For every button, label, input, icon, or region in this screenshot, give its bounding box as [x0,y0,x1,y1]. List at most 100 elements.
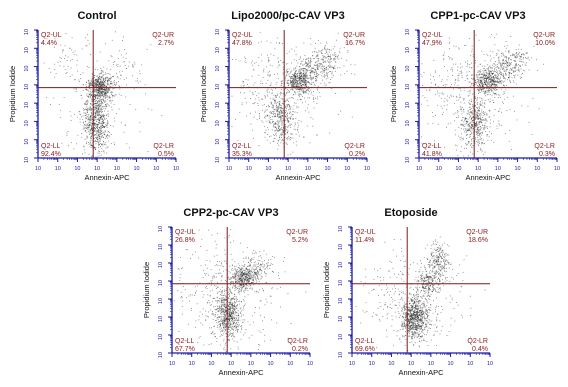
data-point [279,136,280,137]
data-point [339,51,340,52]
data-point [496,94,497,95]
data-point [326,43,327,44]
y-tick-label: 10 [215,66,221,72]
data-point [313,98,314,99]
data-point [480,117,481,118]
data-point [503,82,504,83]
data-point [471,143,472,144]
data-point [299,78,300,79]
data-point [478,127,479,128]
data-point [479,122,480,123]
data-point [479,81,480,82]
data-point [497,89,498,90]
data-point [257,119,258,120]
quadrant-ll-label: Q2-LL [232,143,252,150]
data-point [288,126,289,127]
data-point [108,123,109,124]
data-point [96,100,97,101]
data-point [501,83,502,84]
data-point [86,86,87,87]
data-point [119,85,120,86]
data-point [282,132,283,133]
data-point [488,86,489,87]
data-point [493,76,494,77]
data-point [463,122,464,123]
data-point [421,136,422,137]
data-point [121,55,122,56]
data-point [245,58,246,59]
data-point [270,74,271,75]
data-point [304,72,305,73]
data-point [278,125,279,126]
data-point [482,66,483,67]
data-point [482,100,483,101]
data-point [437,93,438,94]
data-point [506,85,507,86]
data-point [513,96,514,97]
data-point [242,288,243,289]
data-point [104,93,105,94]
data-point [484,106,485,107]
data-point [116,113,117,114]
data-point [289,138,290,139]
data-point [322,80,323,81]
data-point [324,72,325,73]
data-point [107,147,108,148]
data-point [479,129,480,130]
data-point [482,89,483,90]
data-point [106,77,107,78]
data-point [468,124,469,125]
data-point [276,84,277,85]
data-point [254,70,255,71]
data-point [335,62,336,63]
data-point [100,100,101,101]
data-point [312,82,313,83]
data-point [235,288,236,289]
data-point [456,46,457,47]
data-point [105,82,106,83]
data-point [470,86,471,87]
data-point [275,96,276,97]
data-point [137,78,138,79]
data-point [454,103,455,104]
data-point [324,76,325,77]
y-tick-label: 10 [405,29,411,35]
data-point [447,79,448,80]
data-point [480,133,481,134]
data-point [294,78,295,79]
data-point [90,116,91,117]
data-point [481,80,482,81]
data-point [475,129,476,130]
data-point [71,68,72,69]
data-point [325,45,326,46]
data-point [428,123,429,124]
data-point [102,107,103,108]
data-point [89,133,90,134]
data-point [302,81,303,82]
data-point [112,109,113,110]
data-point [103,141,104,142]
data-point [279,122,280,123]
data-point [106,68,107,69]
data-point [486,72,487,73]
data-point [88,90,89,91]
data-point [258,93,259,94]
data-point [90,54,91,55]
data-point [502,75,503,76]
data-point [467,66,468,67]
data-point [504,57,505,58]
data-point [285,77,286,78]
data-point [161,115,162,116]
data-point [500,78,501,79]
data-point [106,115,107,116]
data-point [508,66,509,67]
data-point [286,118,287,119]
data-point [145,84,146,85]
data-point [63,49,64,50]
data-point [281,98,282,99]
data-point [271,83,272,84]
data-point [290,139,291,140]
data-point [84,146,85,147]
data-point [478,71,479,72]
data-point [73,89,74,90]
